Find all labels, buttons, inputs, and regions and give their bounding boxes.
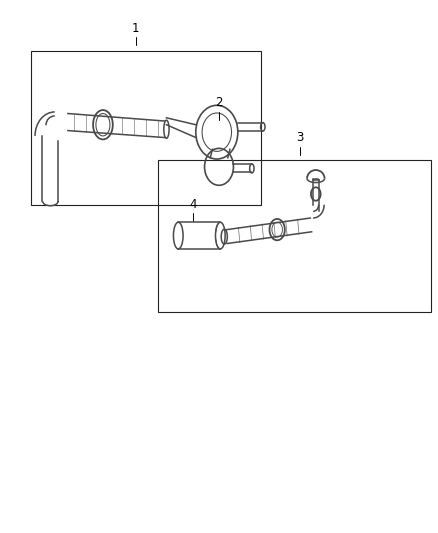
- Text: 1: 1: [132, 22, 140, 35]
- Text: 4: 4: [189, 198, 197, 211]
- Bar: [158, 160, 431, 312]
- Text: 2: 2: [215, 96, 223, 109]
- Bar: [31, 51, 261, 205]
- Text: 3: 3: [297, 131, 304, 144]
